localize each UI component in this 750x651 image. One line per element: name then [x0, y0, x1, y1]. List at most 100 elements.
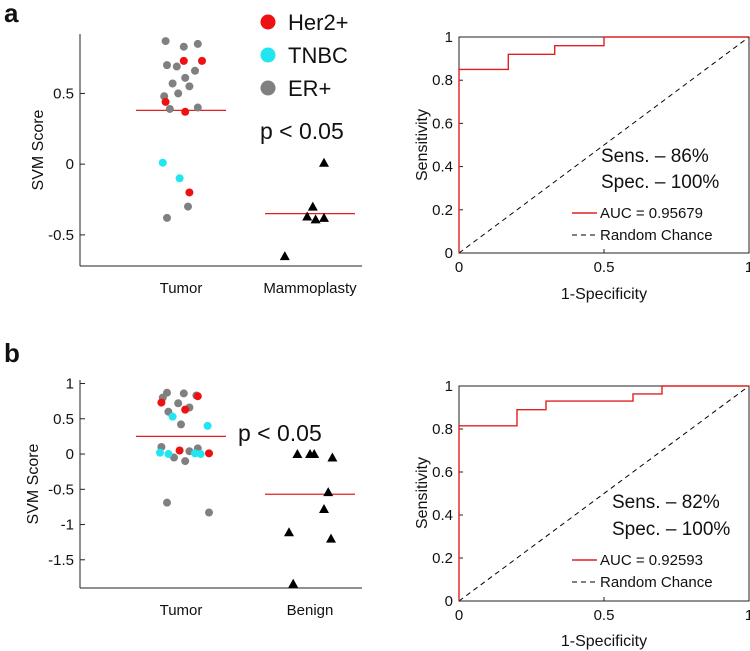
legend-marker-her2: [260, 14, 276, 30]
roc-plot-a: 0 0.2 0.4 0.6 0.8 1 0 0.5 1 Sens. – 86% Spec. – …: [414, 29, 750, 303]
y-tick-label: -1: [61, 517, 74, 534]
data-point-er: [185, 82, 194, 91]
data-point-er: [163, 498, 171, 507]
data-point-benign: [309, 449, 320, 459]
roc-x-tick-label: 0: [455, 259, 463, 276]
data-point-benign: [284, 527, 294, 537]
data-point-er: [168, 79, 177, 88]
random-chance-line-b: [458, 385, 750, 602]
data-point-benign: [279, 251, 290, 261]
data-point-er: [163, 61, 171, 70]
x-tick-label-tumor-a: Tumor: [160, 280, 203, 297]
y-tick-label: 0: [66, 156, 74, 173]
data-point-er: [181, 457, 190, 466]
data-point-tnbc: [168, 412, 177, 421]
data-point-benign: [302, 211, 313, 221]
data-point-her2: [193, 392, 202, 401]
data-point-er: [161, 37, 170, 46]
roc-curve-b: [458, 385, 749, 601]
data-point-er: [174, 89, 183, 98]
data-point-er: [193, 39, 202, 48]
data-point-er: [184, 202, 192, 211]
class-legend: Her2+ TNBC ER+: [260, 10, 349, 101]
data-point-her2: [185, 188, 194, 197]
data-point-er: [172, 62, 181, 71]
data-point-benign: [310, 214, 321, 224]
roc-y-tick-label: 0.6: [432, 464, 453, 481]
data-point-er: [165, 104, 174, 113]
roc-x-tick-label: 0.5: [594, 259, 615, 276]
sens-text-a: Sens. – 86%: [601, 146, 709, 167]
legend-random-label-a: Random Chance: [600, 227, 713, 244]
data-point-benign: [307, 201, 318, 211]
data-point-her2: [205, 449, 213, 458]
legend-label-er: ER+: [288, 76, 331, 101]
roc-y-tick-label: 0: [445, 593, 453, 610]
roc-y-tick-label: 0.2: [432, 202, 453, 219]
data-point-er: [174, 399, 183, 408]
data-point-her2: [179, 56, 188, 65]
y-tick-label: -0.5: [48, 227, 74, 244]
data-point-tnbc: [196, 450, 205, 459]
scatter-plot-b: -1.5 -1 -0.5 0 0.5 1 Tumor Benign SVM Score p…: [25, 376, 362, 619]
roc-y-tick-label: 0.6: [432, 115, 453, 132]
data-point-benign: [319, 157, 329, 167]
legend-marker-tnbc: [260, 47, 276, 63]
x-axis-label-roc-b: 1-Specificity: [561, 633, 647, 650]
legend-random-label-b: Random Chance: [600, 574, 713, 591]
x-tick-label-benign-b: Benign: [287, 602, 334, 619]
p-value-a: p < 0.05: [260, 118, 344, 144]
data-point-her2: [157, 398, 166, 407]
data-point-her2: [181, 405, 190, 414]
y-axis-label-roc-a: Sensitivity: [414, 109, 431, 181]
data-point-er: [205, 508, 213, 517]
roc-y-tick-label: 0.4: [432, 159, 453, 176]
y-axis-label-roc-b: Sensitivity: [414, 457, 431, 529]
legend-label-her2: Her2+: [288, 10, 349, 35]
data-point-her2: [181, 107, 190, 116]
data-point-benign: [292, 449, 303, 459]
y-tick-label: 0.5: [53, 411, 74, 428]
y-axis-label-a: SVM Score: [30, 109, 47, 190]
y-axis-label-b: SVM Score: [25, 443, 42, 524]
data-point-er: [181, 73, 190, 82]
data-point-her2: [161, 97, 170, 106]
roc-y-tick-label: 0.4: [432, 507, 453, 524]
roc-y-tick-label: 0.8: [432, 421, 453, 438]
data-point-tnbc: [158, 158, 167, 167]
data-point-her2: [198, 56, 206, 65]
spec-text-b: Spec. – 100%: [612, 519, 730, 540]
spec-text-a: Spec. – 100%: [601, 172, 719, 193]
legend-marker-er: [260, 80, 276, 96]
roc-curve-a: [458, 36, 749, 253]
data-point-benign: [326, 533, 336, 543]
legend-label-tnbc: TNBC: [288, 43, 348, 68]
y-tick-label: -1.5: [48, 552, 74, 569]
roc-x-tick-label: 1: [745, 607, 750, 624]
data-point-er: [179, 42, 188, 51]
data-point-tnbc: [164, 450, 173, 459]
roc-x-tick-label: 0: [455, 607, 463, 624]
data-point-benign: [288, 578, 299, 588]
data-point-tnbc: [175, 174, 184, 183]
random-chance-line-a: [458, 36, 750, 254]
y-tick-label: 0.5: [53, 85, 74, 102]
data-point-tnbc: [156, 448, 164, 457]
roc-plot-b: 0 0.2 0.4 0.6 0.8 1 0 0.5 1 Sens. – 82% Spec. – …: [414, 378, 750, 650]
y-tick-label: -0.5: [48, 481, 74, 498]
legend-auc-label-b: AUC = 0.92593: [600, 552, 703, 569]
roc-y-tick-label: 0: [445, 245, 453, 262]
data-point-er: [191, 66, 199, 75]
data-point-benign: [323, 487, 334, 497]
data-point-er: [163, 213, 171, 222]
panel-letter-a: a: [4, 0, 19, 28]
roc-y-tick-label: 1: [445, 378, 453, 395]
y-tick-label: 1: [66, 376, 74, 393]
p-value-b: p < 0.05: [238, 420, 322, 446]
data-point-benign: [319, 212, 329, 222]
roc-y-tick-label: 0.8: [432, 72, 453, 89]
sens-text-b: Sens. – 82%: [612, 492, 720, 513]
data-point-er: [177, 420, 185, 429]
roc-y-tick-label: 1: [445, 29, 453, 46]
